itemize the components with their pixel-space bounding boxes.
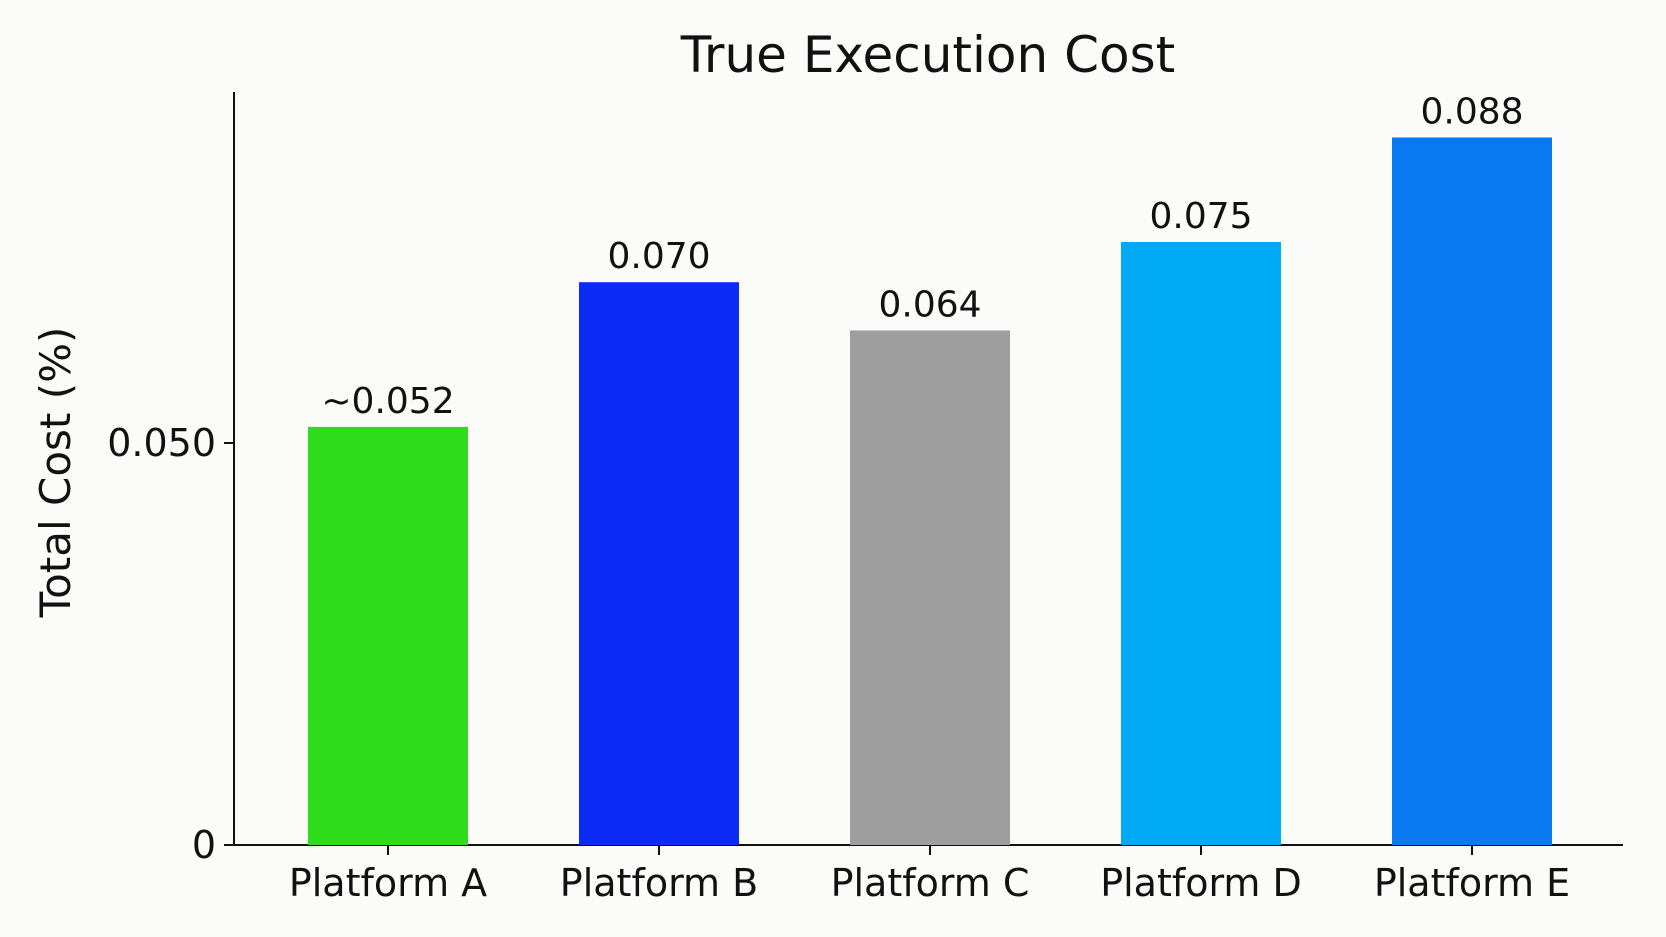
x-tick-label: Platform A (289, 861, 487, 905)
x-tick-label: Platform B (560, 861, 758, 905)
y-axis-label: Total Cost (%) (31, 327, 80, 619)
bar (1121, 242, 1281, 845)
x-tick-label: Platform E (1374, 861, 1570, 905)
bar (308, 426, 468, 845)
y-tick-label: 0.050 (107, 421, 216, 465)
x-tick-label: Platform C (831, 861, 1030, 905)
bar (1392, 137, 1552, 846)
bar-value-label: 0.064 (878, 284, 981, 325)
bar-value-label: ~0.052 (321, 381, 454, 422)
bar (579, 282, 739, 845)
bar-value-label: 0.088 (1420, 91, 1523, 132)
bar-value-label: 0.070 (607, 236, 710, 277)
chart-title: True Execution Cost (680, 26, 1176, 84)
bar (850, 330, 1010, 845)
x-tick-label: Platform D (1100, 861, 1302, 905)
bar-value-label: 0.075 (1149, 196, 1252, 237)
chart-marks: 0 0.050 ~0.052 Platform A 0.070 Platform B 0.0… (107, 91, 1570, 905)
y-tick-label: 0 (192, 823, 216, 867)
